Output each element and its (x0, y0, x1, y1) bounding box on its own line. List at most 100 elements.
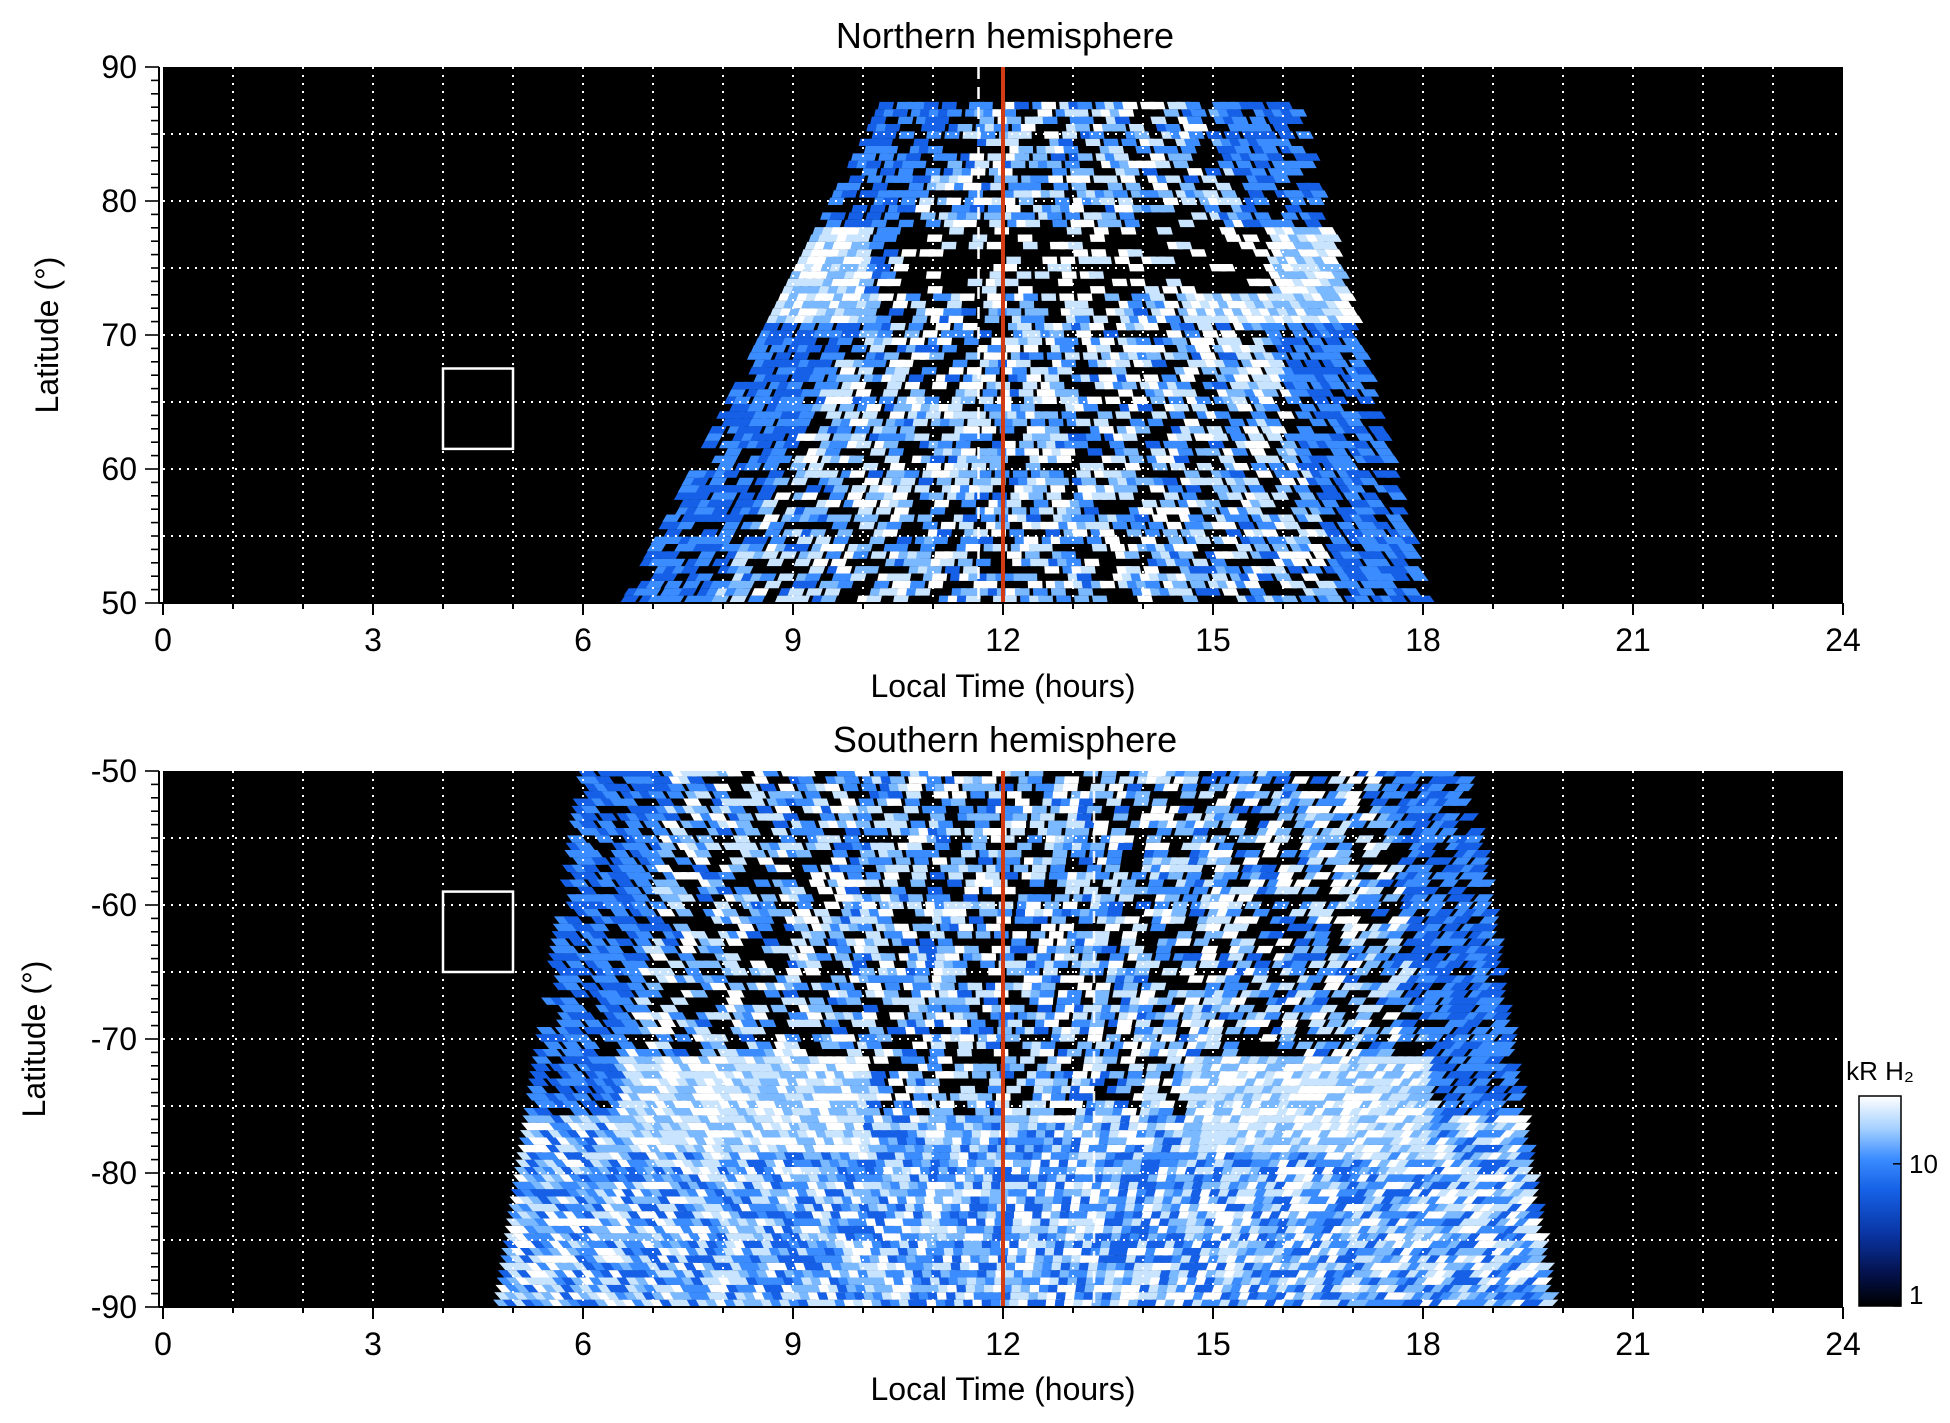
heatmap-cell (954, 477, 970, 486)
heatmap-cell (1242, 477, 1261, 486)
heatmap-cell (1332, 286, 1352, 294)
heatmap-cell (1530, 1284, 1552, 1293)
heatmap-cell (912, 418, 929, 427)
heatmap-cell (727, 389, 746, 397)
heatmap-cell (665, 595, 685, 603)
heatmap-cell (1327, 381, 1347, 390)
heatmap-cell (1385, 514, 1405, 522)
heatmap-cell (1068, 536, 1084, 545)
heatmap-cell (757, 507, 775, 515)
heatmap-cell (1012, 367, 1027, 375)
heatmap-cell (1254, 123, 1273, 132)
heatmap-cell (1224, 426, 1242, 434)
heatmap-cell (832, 485, 850, 493)
heatmap-cell (1183, 470, 1201, 478)
heatmap-cell (839, 367, 857, 375)
heatmap-cell (965, 212, 981, 220)
heatmap-cell (747, 404, 766, 412)
heatmap-cell (1403, 566, 1424, 574)
heatmap-cell (1255, 278, 1274, 287)
heatmap-cell (1020, 212, 1035, 220)
heatmap-cell (1057, 367, 1073, 375)
heatmap-cell (897, 359, 914, 368)
heatmap-cell (1004, 138, 1019, 147)
heatmap-cell (1128, 455, 1145, 463)
heatmap-cell (719, 492, 738, 500)
heatmap-cell (1265, 381, 1284, 390)
heatmap-cell (1211, 573, 1229, 581)
heatmap-cell (1298, 595, 1317, 603)
heatmap-cell (1128, 263, 1145, 272)
heatmap-cell (865, 212, 882, 220)
heatmap-cell (877, 293, 895, 301)
heatmap-cell (792, 352, 810, 360)
heatmap-cell (892, 109, 909, 117)
heatmap-cell (1253, 544, 1272, 552)
heatmap-cell (796, 536, 814, 545)
heatmap-cell (884, 123, 901, 132)
x-tick-label: 0 (154, 622, 172, 658)
heatmap-cell (1325, 263, 1345, 272)
heatmap-cell (1358, 374, 1378, 382)
heatmap-cell (937, 440, 953, 449)
heatmap-cell (1173, 558, 1191, 567)
heatmap-cell (939, 558, 955, 567)
heatmap-cell (724, 448, 743, 456)
heatmap-cell (798, 411, 816, 419)
heatmap-cell (1027, 337, 1043, 346)
heatmap-cell (1088, 131, 1105, 139)
heatmap-cell (1152, 182, 1169, 191)
heatmap-cell (1022, 573, 1038, 581)
heatmap-cell (1245, 507, 1264, 515)
heatmap-cell (1366, 411, 1386, 419)
heatmap-cell (825, 551, 842, 559)
heatmap-cell (735, 566, 754, 574)
heatmap-cell (1059, 293, 1075, 301)
heatmap-cell (831, 521, 849, 530)
heatmap-cell (769, 448, 788, 456)
heatmap-cell (884, 455, 901, 463)
heatmap-cell (904, 330, 920, 338)
heatmap-cell (1319, 485, 1339, 493)
heatmap-cell (1523, 1211, 1545, 1219)
heatmap-cell (1074, 595, 1090, 603)
heatmap-cell (1141, 168, 1159, 176)
heatmap-cell (1532, 1270, 1554, 1278)
heatmap-cell (641, 588, 662, 596)
heatmap-cell (850, 345, 868, 353)
heatmap-cell (816, 322, 834, 331)
heatmap-cell (1053, 182, 1069, 191)
heatmap-cell (892, 300, 909, 309)
heatmap-cell (1060, 256, 1076, 264)
heatmap-cell (980, 514, 996, 522)
y-tick-label: 60 (101, 451, 137, 487)
heatmap-cell (1003, 175, 1018, 183)
heatmap-cell (965, 544, 981, 552)
heatmap-cell (1388, 595, 1408, 603)
heatmap-cell (1206, 477, 1224, 486)
heatmap-cell (1268, 462, 1287, 471)
heatmap-cell (1037, 109, 1053, 117)
heatmap-cell (1321, 499, 1340, 508)
heatmap-cell (1214, 322, 1232, 331)
heatmap-cell (1005, 345, 1021, 353)
heatmap-cell (944, 131, 960, 139)
heatmap-cell (1158, 205, 1176, 213)
heatmap-cell (1043, 411, 1059, 419)
heatmap-cell (974, 492, 990, 500)
heatmap-cell (1329, 448, 1349, 456)
heatmap-cell (1314, 477, 1334, 486)
heatmap-cell (1387, 492, 1408, 500)
heatmap-cell (993, 455, 1009, 463)
heatmap-cell (1082, 352, 1099, 360)
heatmap-cell (1296, 426, 1315, 434)
heatmap-cell (989, 219, 1004, 228)
heatmap-cell (1131, 396, 1148, 405)
heatmap-cell (1333, 300, 1353, 309)
heatmap-cell (917, 514, 933, 522)
heatmap-cell (1344, 558, 1364, 567)
heatmap-cell (1256, 573, 1274, 581)
heatmap-cell (1063, 337, 1079, 346)
heatmap-cell (750, 536, 769, 545)
